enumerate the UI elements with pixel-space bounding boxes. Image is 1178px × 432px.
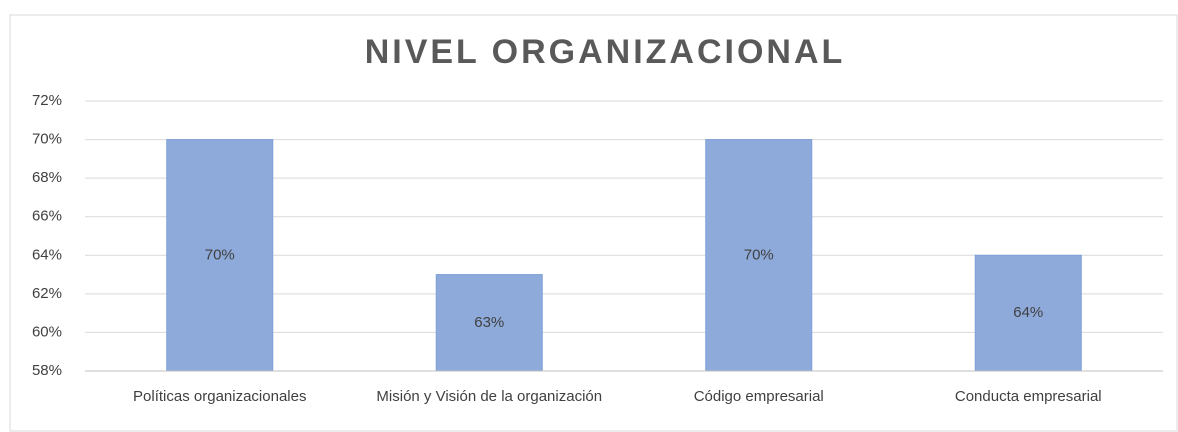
y-tick-label: 72% [32, 92, 62, 109]
value-label: 70% [205, 246, 235, 263]
bar [166, 139, 274, 372]
value-label: 70% [744, 246, 774, 263]
y-tick-label: 68% [32, 169, 62, 186]
y-tick-label: 62% [32, 285, 62, 302]
x-tick-label: Conducta empresarial [955, 388, 1102, 405]
chart-title: NIVEL ORGANIZACIONAL [365, 33, 846, 71]
bar [705, 139, 813, 372]
bar [974, 254, 1082, 372]
y-tick-label: 66% [32, 208, 62, 225]
y-tick-label: 70% [32, 131, 62, 148]
bar [435, 274, 543, 372]
x-tick-label: Código empresarial [694, 388, 824, 405]
value-label: 64% [1013, 304, 1043, 321]
value-label: 63% [474, 314, 504, 331]
y-tick-label: 58% [32, 362, 62, 379]
x-tick-label: Misión y Visión de la organización [376, 388, 602, 405]
x-tick-label: Políticas organizacionales [133, 388, 306, 405]
y-tick-label: 64% [32, 246, 62, 263]
y-tick-label: 60% [32, 323, 62, 340]
